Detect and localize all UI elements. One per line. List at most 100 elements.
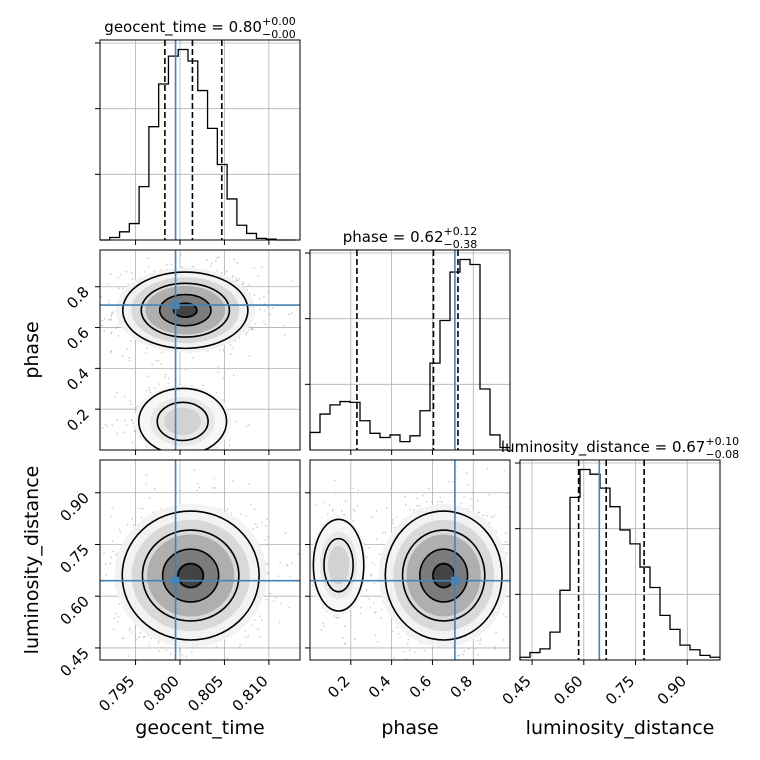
sample-point [344, 625, 346, 628]
sample-point [352, 487, 355, 490]
sample-point [272, 600, 275, 603]
contour-line [384, 510, 503, 641]
sample-point [231, 347, 234, 350]
sample-point [240, 672, 242, 674]
sample-point [397, 632, 400, 635]
sample-point [296, 530, 298, 532]
sample-point [97, 287, 99, 289]
sample-point [308, 608, 310, 610]
sample-point [307, 518, 309, 520]
density-geocent_time-phase [97, 250, 300, 473]
sample-point [131, 441, 134, 444]
histogram-geocent_time [100, 48, 296, 241]
sample-point [132, 422, 135, 424]
sample-point [279, 561, 282, 564]
sample-point [277, 575, 280, 578]
x-tick-label: 0.75 [602, 672, 638, 708]
sample-point [425, 501, 428, 503]
sample-point [122, 431, 125, 434]
sample-point [209, 265, 212, 268]
x-axis-label-luminosity_distance: luminosity_distance [526, 717, 715, 739]
sample-point [367, 547, 370, 549]
sample-point [261, 619, 263, 622]
density-level [327, 545, 350, 585]
contour-line [121, 510, 260, 641]
sample-point [372, 601, 375, 604]
truth-marker [450, 576, 459, 585]
contour-line [161, 548, 220, 603]
sample-point [164, 373, 167, 376]
sample-point [170, 652, 172, 655]
sample-point [322, 622, 325, 625]
sample-point [341, 668, 343, 670]
sample-point [502, 639, 505, 641]
sample-point [353, 638, 356, 641]
sample-point [121, 355, 124, 357]
sample-point [283, 333, 286, 336]
sample-point [456, 654, 459, 657]
sample-point [375, 510, 378, 512]
sample-point [248, 354, 251, 357]
sample-point [213, 665, 215, 667]
sample-point [147, 265, 150, 268]
sample-point [301, 585, 303, 587]
sample-point [543, 568, 545, 570]
sample-point [118, 602, 121, 605]
sample-point [352, 520, 355, 522]
sample-point [521, 587, 523, 589]
sample-point [144, 671, 146, 673]
sample-point [517, 596, 519, 598]
sample-point [252, 328, 254, 331]
histogram-luminosity_distance [519, 468, 720, 660]
sample-point [179, 648, 182, 651]
sample-point [506, 492, 509, 494]
sample-point [190, 471, 192, 473]
title-main: geocent_time = 0.80 [104, 18, 262, 37]
sample-point [253, 619, 256, 621]
sample-point [178, 470, 180, 472]
sample-point [333, 615, 336, 618]
sample-point [130, 419, 133, 422]
sample-point [201, 454, 203, 456]
sample-point [265, 598, 268, 601]
sample-point [498, 700, 500, 702]
sample-point [127, 655, 130, 657]
sample-point [109, 319, 112, 322]
sample-point [129, 454, 131, 456]
sample-point [235, 420, 238, 423]
sample-point [365, 556, 368, 558]
sample-point [130, 271, 133, 274]
sample-point [181, 653, 184, 656]
sample-point [148, 497, 151, 499]
sample-point [359, 612, 362, 615]
sample-point [479, 642, 481, 645]
sample-point [338, 616, 341, 619]
sample-point [512, 589, 514, 591]
sample-point [164, 467, 166, 469]
panel-frame [519, 459, 721, 661]
sample-point [448, 480, 451, 483]
sample-point [65, 652, 67, 654]
sample-point [390, 520, 393, 523]
sample-point [435, 677, 437, 679]
sample-point [266, 543, 269, 546]
sample-point [161, 469, 163, 471]
sample-point [469, 498, 472, 501]
histogram-phase [309, 258, 510, 450]
sample-point [185, 655, 188, 658]
density-level [431, 562, 456, 589]
sample-point [166, 462, 168, 464]
sample-point [267, 536, 269, 539]
sample-point [141, 452, 143, 454]
sample-point [111, 506, 114, 509]
sample-point [369, 606, 372, 609]
sample-point [480, 637, 482, 640]
sample-point [73, 584, 75, 586]
sample-point [487, 493, 490, 496]
title-minus: −0.00 [262, 28, 296, 41]
sample-point [311, 584, 314, 587]
sample-point [245, 333, 247, 336]
sample-point [336, 616, 338, 619]
sample-point [105, 425, 108, 427]
sample-point [393, 656, 396, 659]
